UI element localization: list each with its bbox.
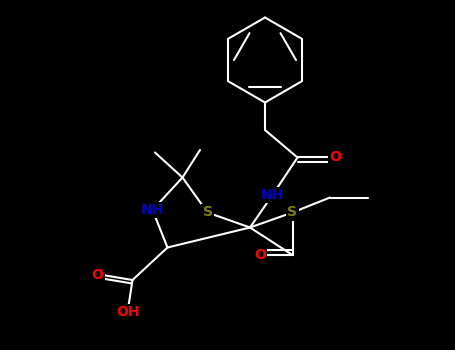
Text: O: O — [329, 150, 341, 164]
Text: S: S — [202, 205, 212, 219]
Text: S: S — [288, 205, 298, 219]
Text: NH: NH — [261, 188, 284, 202]
Text: NH: NH — [141, 203, 164, 217]
Text: OH: OH — [116, 306, 139, 320]
Text: O: O — [254, 248, 266, 262]
Text: O: O — [91, 268, 103, 282]
